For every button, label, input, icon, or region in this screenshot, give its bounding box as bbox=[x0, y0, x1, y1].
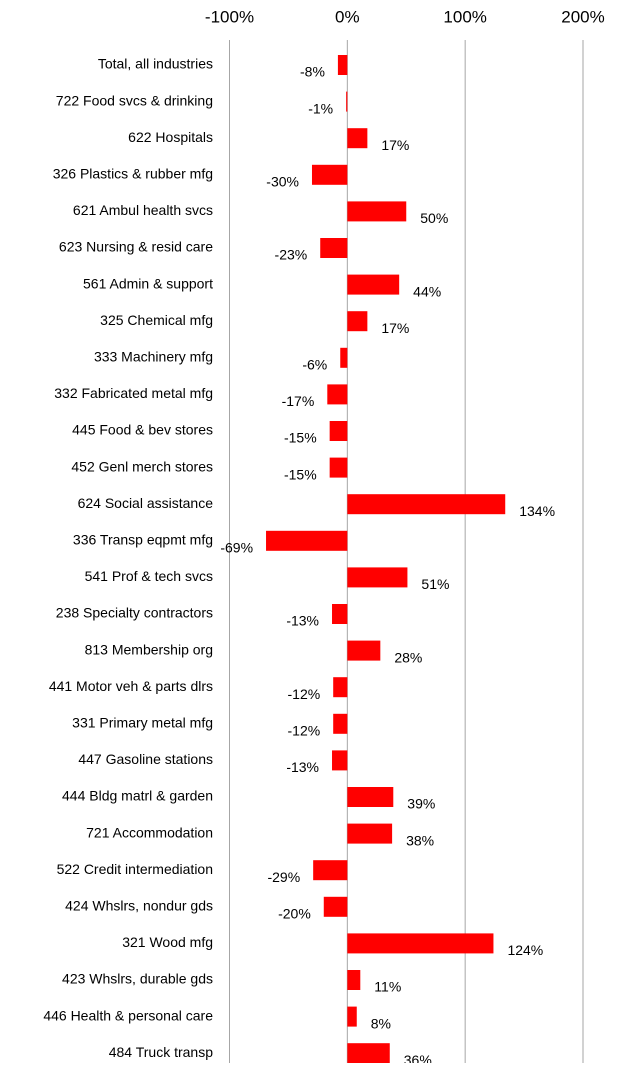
bar bbox=[347, 494, 506, 515]
category-label: 452 Genl merch stores bbox=[71, 458, 213, 474]
bar bbox=[340, 347, 348, 368]
data-label: -23% bbox=[275, 247, 308, 263]
category-label: 541 Prof & tech svcs bbox=[85, 568, 213, 584]
category-label: 484 Truck transp bbox=[109, 1044, 213, 1060]
bar bbox=[347, 567, 408, 588]
data-label: -8% bbox=[300, 64, 325, 80]
data-label: 50% bbox=[420, 210, 448, 226]
data-label: -17% bbox=[282, 393, 315, 409]
x-tick-label: 200% bbox=[561, 7, 604, 26]
bar bbox=[347, 970, 361, 990]
bar bbox=[332, 604, 348, 624]
bar bbox=[311, 164, 348, 185]
category-label: 424 Whslrs, nondur gds bbox=[65, 898, 213, 914]
category-label: 326 Plastics & rubber mfg bbox=[53, 166, 213, 182]
bar bbox=[323, 896, 348, 917]
data-label: 28% bbox=[394, 649, 422, 665]
data-label: -20% bbox=[278, 906, 311, 922]
category-label: 423 Whslrs, durable gds bbox=[62, 971, 213, 987]
data-label: -1% bbox=[308, 100, 333, 116]
data-label: -12% bbox=[288, 686, 321, 702]
bar bbox=[347, 640, 381, 661]
bar bbox=[347, 201, 407, 222]
bar bbox=[347, 1006, 357, 1027]
data-label: 8% bbox=[371, 1015, 391, 1031]
category-label: 446 Health & personal care bbox=[43, 1007, 213, 1023]
bar bbox=[333, 713, 348, 734]
category-label: 331 Primary metal mfg bbox=[72, 715, 213, 731]
category-label: 441 Motor veh & parts dlrs bbox=[49, 678, 213, 694]
category-label: 721 Accommodation bbox=[86, 824, 213, 840]
bar bbox=[332, 750, 348, 771]
data-label: 17% bbox=[381, 137, 409, 153]
bar bbox=[313, 860, 348, 881]
data-label: -15% bbox=[284, 430, 317, 446]
bar bbox=[327, 384, 348, 405]
bar bbox=[333, 677, 348, 698]
category-label: 333 Machinery mfg bbox=[94, 349, 213, 365]
bar bbox=[320, 238, 348, 258]
bar bbox=[346, 91, 348, 112]
category-label: 621 Ambul health svcs bbox=[73, 202, 213, 218]
category-label: 238 Specialty contractors bbox=[56, 605, 213, 621]
data-label: 44% bbox=[413, 283, 441, 299]
category-label: 444 Bldg matrl & garden bbox=[62, 788, 213, 804]
category-label: 722 Food svcs & drinking bbox=[56, 92, 213, 108]
bar bbox=[347, 1043, 390, 1064]
x-tick-label: 100% bbox=[443, 7, 486, 26]
data-label: -13% bbox=[286, 759, 319, 775]
category-label: 522 Credit intermediation bbox=[57, 861, 213, 877]
data-label: -29% bbox=[267, 869, 300, 885]
data-label: 11% bbox=[374, 979, 401, 995]
category-label: Total, all industries bbox=[98, 56, 213, 72]
bar bbox=[347, 274, 400, 295]
category-label: 561 Admin & support bbox=[83, 275, 213, 291]
bar bbox=[347, 311, 368, 332]
bar bbox=[329, 421, 348, 441]
category-label: 445 Food & bev stores bbox=[72, 422, 213, 438]
data-label: -6% bbox=[302, 357, 327, 373]
category-label: 325 Chemical mfg bbox=[100, 312, 213, 328]
bar bbox=[347, 787, 394, 807]
bar bbox=[337, 55, 348, 75]
data-label: -69% bbox=[220, 540, 253, 556]
data-label: 17% bbox=[381, 320, 409, 336]
category-label: 321 Wood mfg bbox=[122, 934, 213, 950]
data-label: -13% bbox=[286, 613, 319, 629]
category-label: 447 Gasoline stations bbox=[78, 751, 213, 767]
bar bbox=[347, 128, 368, 149]
data-label: 36% bbox=[404, 1052, 432, 1063]
category-label: 813 Membership org bbox=[85, 641, 213, 657]
category-label: 332 Fabricated metal mfg bbox=[54, 385, 213, 401]
data-label: 39% bbox=[407, 796, 435, 812]
category-label: 623 Nursing & resid care bbox=[59, 239, 213, 255]
category-label: 624 Social assistance bbox=[78, 495, 214, 511]
data-label: -12% bbox=[288, 723, 321, 739]
category-label: 622 Hospitals bbox=[128, 129, 213, 145]
x-tick-label: 0% bbox=[335, 7, 360, 26]
bar bbox=[347, 933, 494, 954]
data-label: 51% bbox=[421, 576, 449, 592]
data-label: 134% bbox=[519, 503, 555, 519]
data-label: 124% bbox=[507, 942, 543, 958]
data-label: 38% bbox=[406, 832, 434, 848]
data-label: -30% bbox=[266, 174, 299, 190]
bar bbox=[266, 530, 348, 551]
x-tick-label: -100% bbox=[205, 7, 254, 26]
data-label: -15% bbox=[284, 466, 317, 482]
bar bbox=[347, 823, 393, 844]
category-label: 336 Transp eqpmt mfg bbox=[73, 532, 213, 548]
bar bbox=[329, 457, 348, 478]
